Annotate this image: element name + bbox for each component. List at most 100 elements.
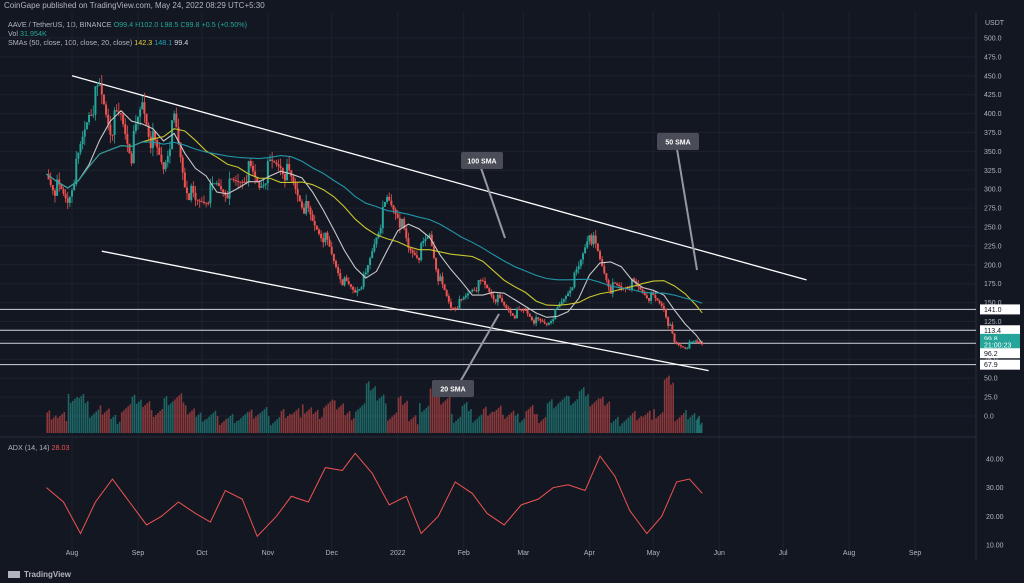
- volume-bar: [600, 398, 602, 433]
- volume-bar: [666, 377, 668, 433]
- candle-body: [51, 184, 54, 191]
- volume-bar: [659, 414, 662, 433]
- y-tick-125.0: 125.0: [984, 319, 1002, 326]
- candle-body: [115, 110, 118, 112]
- volume-bar: [316, 409, 319, 433]
- candle-body: [243, 181, 246, 183]
- volume-bar: [93, 413, 95, 433]
- candle-body: [81, 136, 84, 144]
- volume-bar: [261, 411, 264, 433]
- candle-body: [477, 280, 480, 292]
- volume-bar: [636, 420, 638, 433]
- volume-bar: [523, 418, 525, 433]
- volume-bar: [331, 399, 334, 433]
- candle-body: [545, 323, 548, 325]
- volume-bar: [627, 417, 630, 433]
- volume-bar: [110, 418, 112, 433]
- price-label-67.9: 67.9: [984, 362, 998, 369]
- svg-text:20 SMA: 20 SMA: [440, 387, 465, 394]
- candle-body: [454, 307, 457, 309]
- volume-bar: [687, 419, 689, 433]
- volume-bar: [495, 409, 498, 433]
- volume-bar: [657, 416, 660, 433]
- volume-bar: [604, 405, 606, 433]
- candle-body: [407, 238, 410, 248]
- candle-body: [213, 183, 216, 185]
- candle-body: [358, 288, 361, 291]
- candle-body: [198, 200, 201, 202]
- annotation-100-sma[interactable]: 100 SMA: [461, 152, 506, 239]
- volume-bar: [174, 399, 176, 433]
- volume-bar: [531, 405, 534, 433]
- annotation-20-sma[interactable]: 20 SMA: [432, 313, 500, 397]
- volume-bar: [82, 394, 85, 433]
- candle-body: [98, 84, 101, 86]
- volume-bar: [536, 414, 538, 433]
- volume-bar: [376, 400, 379, 433]
- candle-body: [71, 190, 73, 197]
- volume-bar: [680, 415, 683, 433]
- volume-bar: [125, 408, 127, 433]
- volume-bar: [614, 419, 617, 433]
- candle-body: [296, 189, 299, 196]
- volume-bar: [129, 404, 132, 433]
- candle-body: [62, 189, 65, 194]
- volume-bar: [46, 412, 49, 433]
- candle-body: [698, 342, 701, 344]
- volume-bar: [576, 399, 579, 433]
- candle-body: [375, 237, 378, 245]
- candle-body: [388, 196, 391, 201]
- candle-body: [533, 320, 535, 324]
- volume-bar: [336, 409, 338, 433]
- candle-body: [247, 160, 250, 182]
- svg-text:100 SMA: 100 SMA: [467, 159, 496, 166]
- volume-bar: [685, 410, 687, 433]
- volume-bar: [602, 396, 604, 433]
- price-label-99.8: 99.8: [984, 336, 998, 343]
- candle-body: [560, 301, 563, 305]
- candle-body: [665, 308, 667, 318]
- volume-bar: [312, 413, 315, 433]
- candle-body: [420, 243, 423, 261]
- volume-bar: [619, 426, 621, 433]
- trendline-support[interactable]: [101, 250, 709, 372]
- annotation-50-sma[interactable]: 50 SMA: [657, 133, 699, 271]
- trendline-resistance[interactable]: [71, 75, 807, 281]
- volume-bar: [233, 423, 236, 433]
- volume-bar: [289, 414, 291, 433]
- candle-body: [620, 286, 623, 288]
- candle-body: [320, 233, 323, 239]
- candle-body: [650, 292, 653, 301]
- y-tick-200.0: 200.0: [984, 262, 1002, 269]
- volume-bar: [318, 418, 321, 433]
- candle-body: [356, 290, 359, 293]
- volume-bar: [297, 408, 300, 433]
- volume-bar: [186, 414, 189, 433]
- candle-body: [230, 178, 233, 180]
- candle-body: [141, 102, 144, 110]
- candle-body: [269, 159, 271, 162]
- y-tick-150.0: 150.0: [984, 300, 1002, 307]
- volume-bar: [295, 410, 298, 433]
- volume-bar: [638, 418, 640, 433]
- volume-bar: [287, 416, 289, 433]
- candle-body: [690, 341, 693, 343]
- candle-body: [396, 213, 399, 219]
- candle-body: [498, 294, 501, 299]
- candle-body: [102, 94, 105, 105]
- y-tick-50.0: 50.0: [984, 376, 998, 383]
- volume-bar: [48, 410, 51, 433]
- candle-body: [539, 319, 542, 321]
- volume-bar: [108, 408, 110, 433]
- volume-bar: [433, 384, 436, 433]
- volume-bar: [350, 420, 353, 433]
- volume-bar: [155, 415, 157, 433]
- volume-bar: [374, 386, 376, 433]
- candle-body: [109, 124, 112, 135]
- candle-body: [192, 185, 195, 193]
- candle-body: [401, 218, 403, 228]
- volume-bar: [299, 417, 302, 433]
- volume-bar: [529, 407, 532, 433]
- volume-bar: [525, 411, 528, 433]
